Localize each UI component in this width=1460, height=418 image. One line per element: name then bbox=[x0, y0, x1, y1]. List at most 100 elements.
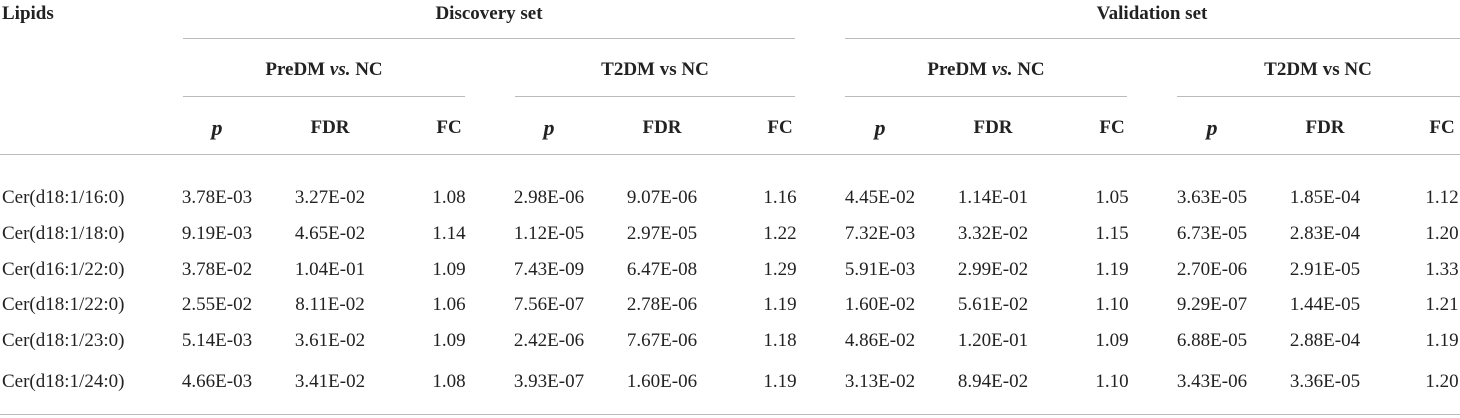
cell-value: 1.08 bbox=[432, 187, 466, 208]
comparison-ref: NC bbox=[1017, 59, 1045, 80]
measure-header: FC bbox=[1099, 117, 1125, 138]
cell-value: 3.93E-07 bbox=[513, 371, 585, 392]
cell-value: 1.08 bbox=[432, 371, 466, 392]
cell-value: 3.41E-02 bbox=[294, 371, 366, 392]
cell-value: 1.33 bbox=[1425, 259, 1459, 280]
cell-value: 2.99E-02 bbox=[957, 259, 1029, 280]
corner-header: Lipids bbox=[2, 3, 54, 24]
cell-value: 1.19 bbox=[1095, 259, 1129, 280]
comparison-rule bbox=[845, 96, 1127, 97]
measure-header: p bbox=[543, 115, 555, 140]
measure-header: FDR bbox=[642, 117, 682, 138]
cell-value: 7.67E-06 bbox=[626, 330, 698, 351]
cell-value: 3.36E-05 bbox=[1289, 371, 1361, 392]
cell-value: 1.04E-01 bbox=[294, 259, 366, 280]
cell-value: 2.91E-05 bbox=[1289, 259, 1361, 280]
cell-value: 1.12E-05 bbox=[513, 223, 585, 244]
comparison-header: T2DM vs NC bbox=[1264, 59, 1372, 81]
cell-value: 4.65E-02 bbox=[294, 223, 366, 244]
comparison-vs: vs bbox=[659, 59, 677, 80]
cell-value: 9.29E-07 bbox=[1176, 294, 1248, 315]
cell-value: 3.61E-02 bbox=[294, 330, 366, 351]
comparison-ref: NC bbox=[355, 59, 383, 80]
cell-value: 2.88E-04 bbox=[1289, 330, 1361, 351]
cell-value: 3.78E-03 bbox=[181, 187, 253, 208]
cell-value: 2.42E-06 bbox=[513, 330, 585, 351]
cell-value: 9.19E-03 bbox=[181, 223, 253, 244]
comparison-rule bbox=[1177, 96, 1460, 97]
cell-value: 1.14E-01 bbox=[957, 187, 1029, 208]
cell-value: 1.10 bbox=[1095, 371, 1129, 392]
cell-value: 6.88E-05 bbox=[1176, 330, 1248, 351]
header-rule bbox=[0, 154, 1460, 155]
set-header: Discovery set bbox=[435, 3, 543, 24]
cell-value: 2.78E-06 bbox=[626, 294, 698, 315]
lipid-name: Cer(d18:1/22:0) bbox=[2, 294, 125, 315]
cell-value: 1.85E-04 bbox=[1289, 187, 1361, 208]
cell-value: 7.43E-09 bbox=[513, 259, 585, 280]
cell-value: 1.15 bbox=[1095, 223, 1129, 244]
comparison-name: PreDM bbox=[265, 59, 326, 80]
comparison-vs: vs bbox=[1322, 59, 1340, 80]
lipid-name: Cer(d18:1/24:0) bbox=[2, 371, 125, 392]
cell-value: 7.32E-03 bbox=[844, 223, 916, 244]
measure-header: p bbox=[874, 115, 886, 140]
cell-value: 1.06 bbox=[432, 294, 466, 315]
cell-value: 3.27E-02 bbox=[294, 187, 366, 208]
cell-value: 6.73E-05 bbox=[1176, 223, 1248, 244]
comparison-header: PreDM vs. NC bbox=[265, 59, 382, 81]
cell-value: 8.11E-02 bbox=[295, 294, 365, 315]
comparison-vs: vs. bbox=[991, 59, 1013, 80]
cell-value: 1.44E-05 bbox=[1289, 294, 1361, 315]
measure-header: p bbox=[211, 115, 223, 140]
cell-value: 7.56E-07 bbox=[513, 294, 585, 315]
measure-header: FC bbox=[767, 117, 793, 138]
cell-value: 1.60E-02 bbox=[844, 294, 916, 315]
measure-header: FC bbox=[436, 117, 462, 138]
cell-value: 1.12 bbox=[1425, 187, 1459, 208]
cell-value: 2.98E-06 bbox=[513, 187, 585, 208]
comparison-ref: NC bbox=[1344, 59, 1372, 80]
cell-value: 1.14 bbox=[432, 223, 466, 244]
cell-value: 5.14E-03 bbox=[181, 330, 253, 351]
measure-header: FDR bbox=[973, 117, 1013, 138]
lipid-name: Cer(d16:1/22:0) bbox=[2, 259, 125, 280]
cell-value: 5.91E-03 bbox=[844, 259, 916, 280]
cell-value: 3.63E-05 bbox=[1176, 187, 1248, 208]
measure-header: FDR bbox=[310, 117, 350, 138]
cell-value: 8.94E-02 bbox=[957, 371, 1029, 392]
cell-value: 1.29 bbox=[763, 259, 797, 280]
cell-value: 1.20E-01 bbox=[957, 330, 1029, 351]
cell-value: 1.10 bbox=[1095, 294, 1129, 315]
measure-header: FC bbox=[1429, 117, 1455, 138]
cell-value: 9.07E-06 bbox=[626, 187, 698, 208]
comparison-ref: NC bbox=[681, 59, 709, 80]
cell-value: 1.22 bbox=[763, 223, 797, 244]
bottom-rule bbox=[0, 414, 1460, 415]
cell-value: 1.20 bbox=[1425, 223, 1459, 244]
cell-value: 3.32E-02 bbox=[957, 223, 1029, 244]
cell-value: 1.18 bbox=[763, 330, 797, 351]
cell-value: 1.21 bbox=[1425, 294, 1459, 315]
cell-value: 1.19 bbox=[1425, 330, 1459, 351]
set-header: Validation set bbox=[1096, 3, 1208, 24]
cell-value: 2.70E-06 bbox=[1176, 259, 1248, 280]
cell-value: 2.55E-02 bbox=[181, 294, 253, 315]
cell-value: 1.16 bbox=[763, 187, 797, 208]
comparison-header: PreDM vs. NC bbox=[927, 59, 1044, 81]
measure-header: p bbox=[1206, 115, 1218, 140]
cell-value: 4.45E-02 bbox=[844, 187, 916, 208]
cell-value: 2.97E-05 bbox=[626, 223, 698, 244]
cell-value: 1.20 bbox=[1425, 371, 1459, 392]
cell-value: 3.78E-02 bbox=[181, 259, 253, 280]
cell-value: 1.19 bbox=[763, 371, 797, 392]
comparison-rule bbox=[515, 96, 795, 97]
cell-value: 1.19 bbox=[763, 294, 797, 315]
lipid-name: Cer(d18:1/16:0) bbox=[2, 187, 125, 208]
lipid-name: Cer(d18:1/18:0) bbox=[2, 223, 125, 244]
set-rule bbox=[183, 38, 795, 39]
cell-value: 5.61E-02 bbox=[957, 294, 1029, 315]
comparison-name: T2DM bbox=[1264, 59, 1318, 80]
cell-value: 4.66E-03 bbox=[181, 371, 253, 392]
